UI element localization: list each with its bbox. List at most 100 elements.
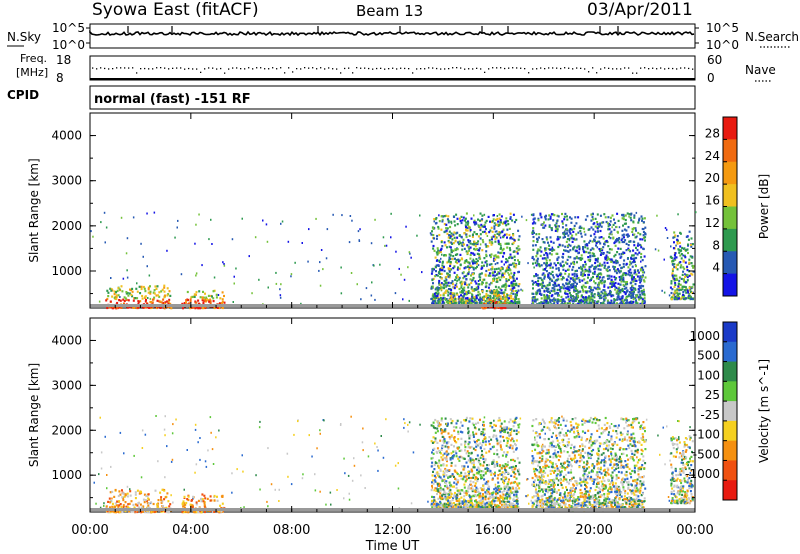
nave-point: [440, 68, 442, 70]
echo-cell: [447, 291, 450, 294]
echo-cell: [566, 258, 569, 261]
echo-cell: [377, 449, 379, 452]
echo-cell: [566, 229, 569, 232]
echo-cell: [441, 506, 444, 509]
echo-cell: [584, 286, 587, 289]
echo-cell: [603, 281, 606, 284]
echo-cell: [592, 218, 594, 221]
echo-cell: [639, 233, 642, 236]
echo-cell: [472, 252, 475, 255]
echo-cell: [572, 230, 575, 233]
echo-cell: [121, 489, 123, 492]
echo-cell: [455, 483, 458, 486]
echo-cell: [458, 490, 461, 494]
echo-cell: [510, 300, 513, 303]
echo-cell: [493, 227, 496, 230]
echo-cell: [558, 243, 561, 246]
echo-cell: [403, 426, 405, 429]
echo-cell: [150, 501, 153, 504]
echo-cell: [604, 291, 606, 294]
echo-cell: [512, 302, 515, 305]
echo-cell: [506, 440, 509, 443]
echo-cell: [680, 257, 683, 260]
echo-cell: [232, 301, 234, 303]
echo-cell: [491, 506, 493, 509]
echo-cell: [582, 246, 584, 249]
echo-cell: [496, 215, 499, 217]
echo-cell: [496, 464, 499, 467]
echo-cell: [532, 292, 535, 295]
echo-cell: [441, 253, 443, 256]
echo-cell: [559, 263, 562, 266]
echo-cell: [638, 276, 641, 279]
echo-cell: [559, 299, 562, 303]
echo-cell: [485, 232, 488, 235]
echo-cell: [467, 490, 470, 493]
echo-cell: [638, 243, 641, 247]
echo-cell: [472, 461, 475, 464]
echo-cell: [479, 302, 482, 305]
echo-cell: [602, 252, 605, 255]
nave-point: [232, 67, 234, 69]
echo-cell: [510, 236, 512, 239]
echo-cell: [138, 285, 141, 288]
echo-cell: [691, 297, 694, 300]
echo-cell: [290, 275, 292, 278]
echo-cell: [665, 228, 668, 231]
echo-cell: [508, 284, 511, 287]
echo-cell: [600, 247, 603, 250]
echo-cell: [187, 498, 190, 502]
echo-cell: [608, 251, 611, 254]
echo-cell: [592, 275, 594, 279]
echo-cell: [513, 495, 516, 498]
echo-cell: [198, 302, 200, 305]
echo-cell: [483, 230, 486, 233]
echo-cell: [191, 295, 194, 298]
echo-cell: [152, 502, 155, 506]
echo-cell: [561, 220, 564, 223]
echo-cell: [580, 300, 583, 303]
echo-cell: [569, 232, 572, 235]
echo-cell: [544, 295, 547, 298]
echo-cell: [314, 473, 316, 476]
echo-cell: [204, 460, 207, 463]
echo-cell: [409, 252, 411, 255]
echo-cell: [671, 268, 674, 271]
echo-cell: [602, 295, 605, 298]
echo-cell: [382, 236, 385, 239]
echo-cell: [503, 439, 505, 442]
echo-cell: [506, 228, 509, 231]
nave-point: [636, 72, 638, 74]
echo-cell: [622, 280, 625, 283]
echo-cell: [453, 475, 455, 478]
echo-cell: [508, 500, 511, 503]
echo-cell: [556, 219, 559, 222]
echo-cell: [437, 474, 439, 477]
echo-cell: [221, 302, 223, 305]
echo-cell: [563, 218, 566, 221]
echo-cell: [486, 464, 489, 467]
echo-cell: [504, 286, 507, 289]
echo-cell: [627, 301, 630, 304]
echo-cell: [510, 292, 513, 295]
echo-cell: [155, 306, 158, 310]
echo-cell: [135, 287, 138, 290]
echo-cell: [505, 284, 508, 287]
echo-cell: [576, 269, 578, 272]
echo-cell: [435, 264, 438, 267]
echo-cell: [480, 302, 483, 305]
echo-cell: [210, 218, 212, 221]
echo-cell: [562, 252, 565, 256]
echo-cell: [147, 493, 150, 496]
echo-cell: [111, 490, 114, 493]
colorbar-segment: [723, 273, 737, 297]
echo-cell: [513, 239, 516, 242]
echo-cell: [210, 431, 212, 434]
echo-cell: [116, 301, 119, 305]
echo-cell: [445, 300, 448, 303]
echo-cell: [575, 285, 577, 288]
echo-cell: [445, 451, 447, 454]
nave-point: [416, 68, 418, 70]
echo-cell: [447, 239, 450, 243]
echo-cell: [503, 221, 506, 224]
